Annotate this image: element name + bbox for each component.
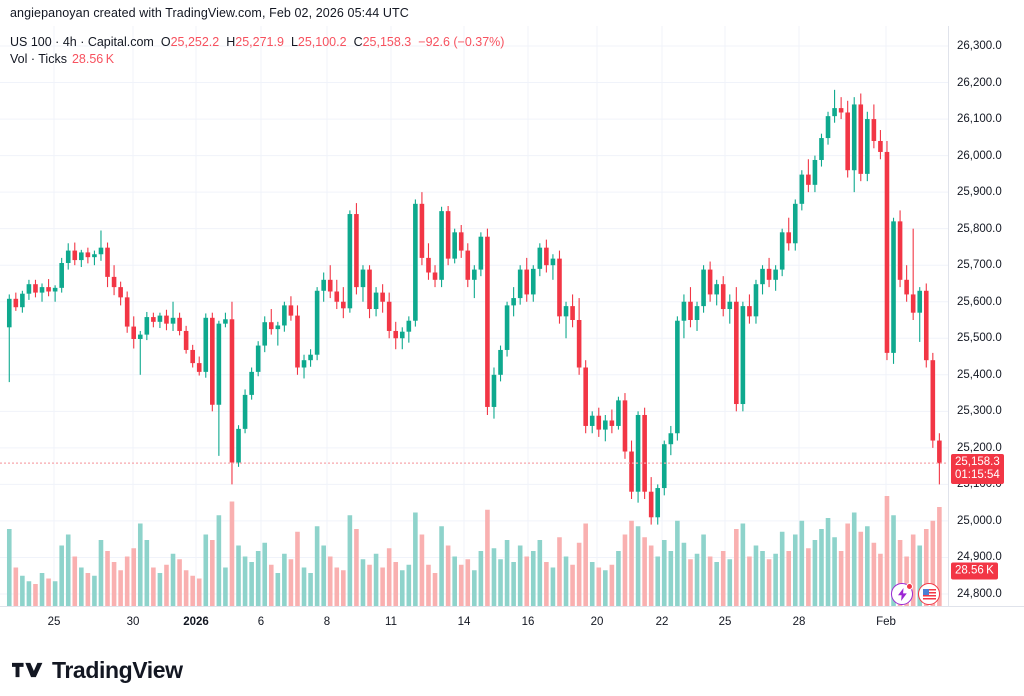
price-tick: 25,900.0 [957, 186, 1002, 199]
time-tick: Feb [876, 616, 896, 628]
chart-frame[interactable]: US 100 · 4h · Capital.com O25,252.2 H25,27… [0, 26, 1024, 644]
price-tick: 25,800.0 [957, 222, 1002, 235]
time-tick: 22 [655, 616, 669, 628]
countdown-value: 01:15:54 [955, 469, 1000, 482]
price-tick: 25,500.0 [957, 332, 1002, 345]
volume-badge: 28.56 K [951, 562, 998, 580]
price-tick: 25,700.0 [957, 259, 1002, 272]
price-tick: 25,000.0 [957, 514, 1002, 527]
last-price-line [0, 462, 948, 464]
time-tick: 14 [457, 616, 471, 628]
time-scale[interactable]: 25 30 2026 6 8 11 14 16 20 22 25 28 Feb [0, 606, 1024, 644]
time-tick: 25 [47, 616, 61, 628]
tradingview-logo-icon [12, 662, 43, 678]
attribution-text: angiepanoyan created with TradingView.co… [10, 6, 409, 20]
price-tick: 24,800.0 [957, 588, 1002, 600]
time-tick: 6 [257, 616, 265, 628]
price-tick: 24,900.0 [957, 551, 1002, 564]
time-tick: 16 [521, 616, 535, 628]
price-tick: 25,600.0 [957, 295, 1002, 308]
price-scale[interactable]: 26,300.0 26,200.0 26,100.0 26,000.0 25,900.0… [948, 26, 1024, 644]
footer-branding: TradingView [0, 644, 1024, 696]
last-price-badge: 25,158.3 01:15:54 [951, 454, 1004, 485]
us-flag-icon[interactable] [918, 583, 940, 605]
notification-dot [906, 583, 913, 590]
time-tick: 20 [590, 616, 604, 628]
price-tick: 26,000.0 [957, 149, 1002, 162]
grid-lines [0, 26, 948, 606]
chart-plot-area[interactable] [0, 26, 948, 606]
time-tick: 30 [126, 616, 140, 628]
price-tick: 25,200.0 [957, 441, 1002, 454]
lightning-glyph [897, 587, 907, 601]
time-tick: 8 [323, 616, 331, 628]
tradingview-logo-text: TradingView [52, 656, 183, 683]
lightning-bolt-icon[interactable] [891, 583, 913, 605]
time-tick: 28 [792, 616, 806, 628]
chart-corner-badges [891, 583, 940, 605]
price-tick: 25,300.0 [957, 405, 1002, 418]
price-tick: 25,400.0 [957, 368, 1002, 381]
time-tick: 11 [385, 616, 397, 628]
volume-badge-value: 28.56 K [955, 564, 994, 577]
price-tick: 26,300.0 [957, 40, 1002, 52]
attribution-bar: angiepanoyan created with TradingView.co… [0, 0, 1024, 26]
us-flag-glyph [922, 588, 936, 600]
candlestick-series[interactable] [0, 26, 948, 606]
last-price-value: 25,158.3 [955, 456, 1000, 469]
time-tick: 2026 [183, 616, 209, 628]
time-tick: 25 [718, 616, 732, 628]
price-tick: 26,200.0 [957, 76, 1002, 89]
price-tick: 26,100.0 [957, 113, 1002, 126]
